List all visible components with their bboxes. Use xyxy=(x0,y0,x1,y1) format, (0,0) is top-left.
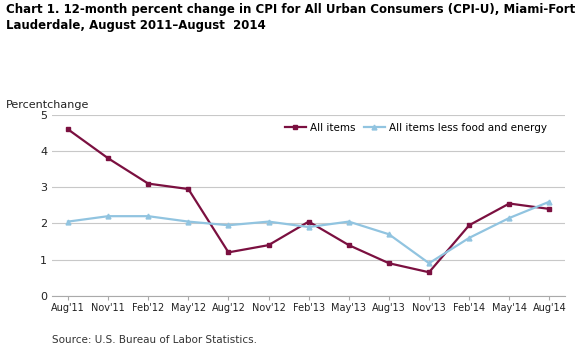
All items xyxy=(225,250,232,254)
All items xyxy=(466,223,473,227)
All items less food and energy xyxy=(346,220,353,224)
Text: Chart 1. 12-month percent change in CPI for All Urban Consumers (CPI-U), Miami-F: Chart 1. 12-month percent change in CPI … xyxy=(6,3,575,32)
Line: All items less food and energy: All items less food and energy xyxy=(66,199,552,266)
All items xyxy=(546,207,553,211)
All items xyxy=(305,220,312,224)
All items less food and energy xyxy=(385,232,392,236)
All items less food and energy xyxy=(305,225,312,229)
Line: All items: All items xyxy=(66,127,552,275)
All items less food and energy xyxy=(426,261,433,265)
All items less food and energy xyxy=(265,220,272,224)
All items xyxy=(346,243,353,247)
All items less food and energy xyxy=(185,220,192,224)
All items xyxy=(426,270,433,274)
All items xyxy=(65,127,72,132)
All items xyxy=(185,187,192,191)
Text: Source: U.S. Bureau of Labor Statistics.: Source: U.S. Bureau of Labor Statistics. xyxy=(52,334,257,345)
All items xyxy=(385,261,392,265)
Legend: All items, All items less food and energy: All items, All items less food and energ… xyxy=(282,120,550,136)
All items xyxy=(145,182,152,186)
All items less food and energy xyxy=(65,220,72,224)
Text: Percentchange: Percentchange xyxy=(6,100,89,110)
All items xyxy=(265,243,272,247)
All items xyxy=(104,156,111,160)
All items less food and energy xyxy=(466,236,473,240)
All items xyxy=(506,201,513,206)
All items less food and energy xyxy=(225,223,232,227)
All items less food and energy xyxy=(145,214,152,218)
All items less food and energy xyxy=(104,214,111,218)
All items less food and energy xyxy=(506,216,513,220)
All items less food and energy xyxy=(546,200,553,204)
